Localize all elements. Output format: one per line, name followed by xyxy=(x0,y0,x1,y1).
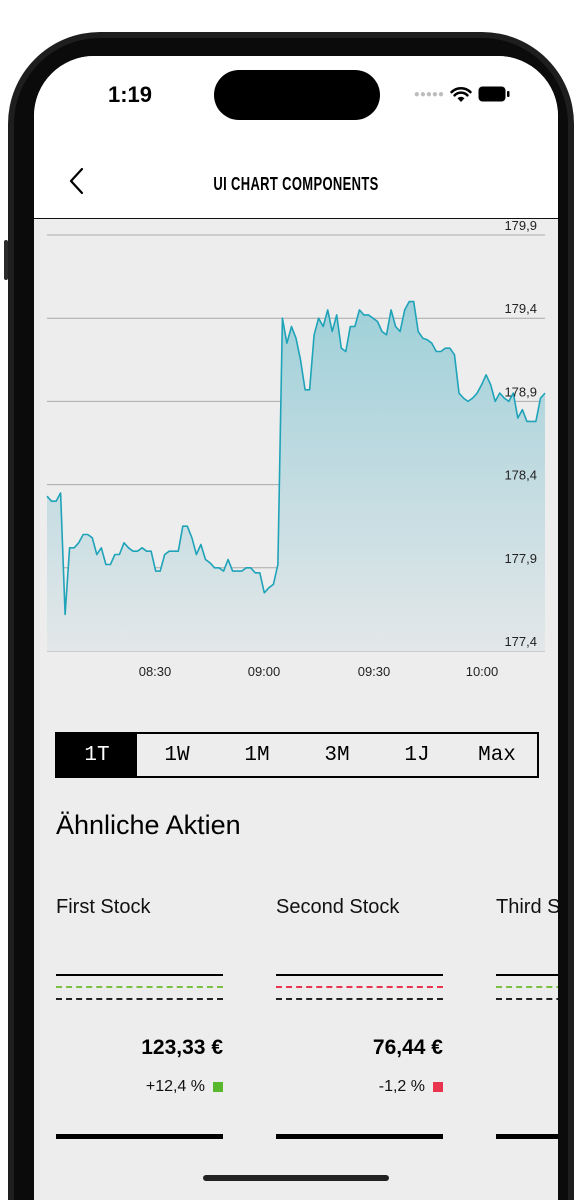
side-button xyxy=(4,240,8,280)
page-title: UI CHART COMPONENTS xyxy=(213,174,379,194)
stock-name: Second Stock xyxy=(276,896,400,918)
card-bottom-bar xyxy=(496,1134,558,1139)
period-1t[interactable]: 1T xyxy=(57,734,137,776)
sparkline-solid xyxy=(56,974,223,976)
stock-change: -1,2 % xyxy=(379,1078,443,1096)
x-tick-label: 09:00 xyxy=(248,664,281,679)
stock-change-value: +12,4 % xyxy=(145,1078,205,1095)
stock-change: +12,4 % xyxy=(146,1078,223,1096)
sparkline-baseline xyxy=(496,998,558,1000)
period-1w[interactable]: 1W xyxy=(164,743,190,767)
card-bottom-bar xyxy=(56,1134,223,1139)
dynamic-island xyxy=(214,70,380,120)
sparkline-trend xyxy=(56,986,223,988)
sparkline-trend xyxy=(276,986,443,988)
down-indicator-icon xyxy=(433,1082,443,1092)
y-tick-label: 177,9 xyxy=(504,551,537,566)
status-time: 1:19 xyxy=(108,82,153,107)
y-tick-label: 177,4 xyxy=(504,634,537,649)
price-line xyxy=(46,300,546,616)
card-bottom-bar xyxy=(276,1134,443,1139)
sparkline-baseline xyxy=(56,998,223,1000)
y-tick-label: 178,4 xyxy=(504,468,537,483)
navigation-bar: UI CHART COMPONENTS xyxy=(34,152,558,219)
price-chart[interactable]: 179,9 179,4 178,9 178,4 177,9 177,4 08:30 09:00… xyxy=(34,218,558,689)
sparkline-solid xyxy=(276,974,443,976)
stock-name: Third Stock xyxy=(496,896,558,918)
y-tick-label: 179,9 xyxy=(504,219,537,233)
stock-card[interactable]: Third Stock xyxy=(496,896,558,1156)
stock-card[interactable]: Second Stock 76,44 € -1,2 % xyxy=(276,896,443,1156)
sparkline-trend xyxy=(496,986,558,988)
stock-price: 123,33 € xyxy=(141,1036,223,1059)
up-indicator-icon xyxy=(213,1082,223,1092)
screen: 1:19 ●●●●● UI CHART COMPONENTS xyxy=(34,56,558,1200)
y-tick-label: 178,9 xyxy=(504,384,537,399)
sparkline-solid xyxy=(496,974,558,976)
x-tick-label: 08:30 xyxy=(139,664,172,679)
signal-icon: ●●●●● xyxy=(413,88,444,100)
chevron-left-icon[interactable] xyxy=(64,166,94,196)
stock-price: 76,44 € xyxy=(372,1036,443,1059)
similar-stocks-carousel[interactable]: First Stock 123,33 € +12,4 % Second Stoc… xyxy=(34,896,558,1156)
sparkline-baseline xyxy=(276,998,443,1000)
period-1m[interactable]: 1M xyxy=(244,743,270,767)
price-area xyxy=(47,301,545,651)
x-tick-label: 09:30 xyxy=(358,664,391,679)
section-title: Ähnliche Aktien xyxy=(56,810,241,840)
stock-change-value: -1,2 % xyxy=(378,1078,425,1095)
period-1j[interactable]: 1J xyxy=(404,743,430,767)
y-tick-label: 179,4 xyxy=(504,301,537,316)
x-tick-label: 10:00 xyxy=(466,664,499,679)
wifi-icon xyxy=(450,86,472,102)
stock-card[interactable]: First Stock 123,33 € +12,4 % xyxy=(56,896,223,1156)
price-chart-svg: 179,9 179,4 178,9 178,4 177,9 177,4 08:30 09:00… xyxy=(46,218,546,679)
stock-name: First Stock xyxy=(56,896,151,918)
period-max[interactable]: Max xyxy=(478,743,516,767)
period-selector: 1T 1W 1M 3M 1J Max xyxy=(55,732,539,778)
status-bar: 1:19 ●●●●● xyxy=(34,56,558,166)
battery-icon xyxy=(478,86,510,102)
status-icons: ●●●●● xyxy=(414,84,510,104)
period-3m[interactable]: 3M xyxy=(324,743,350,767)
home-indicator[interactable] xyxy=(203,1175,389,1181)
